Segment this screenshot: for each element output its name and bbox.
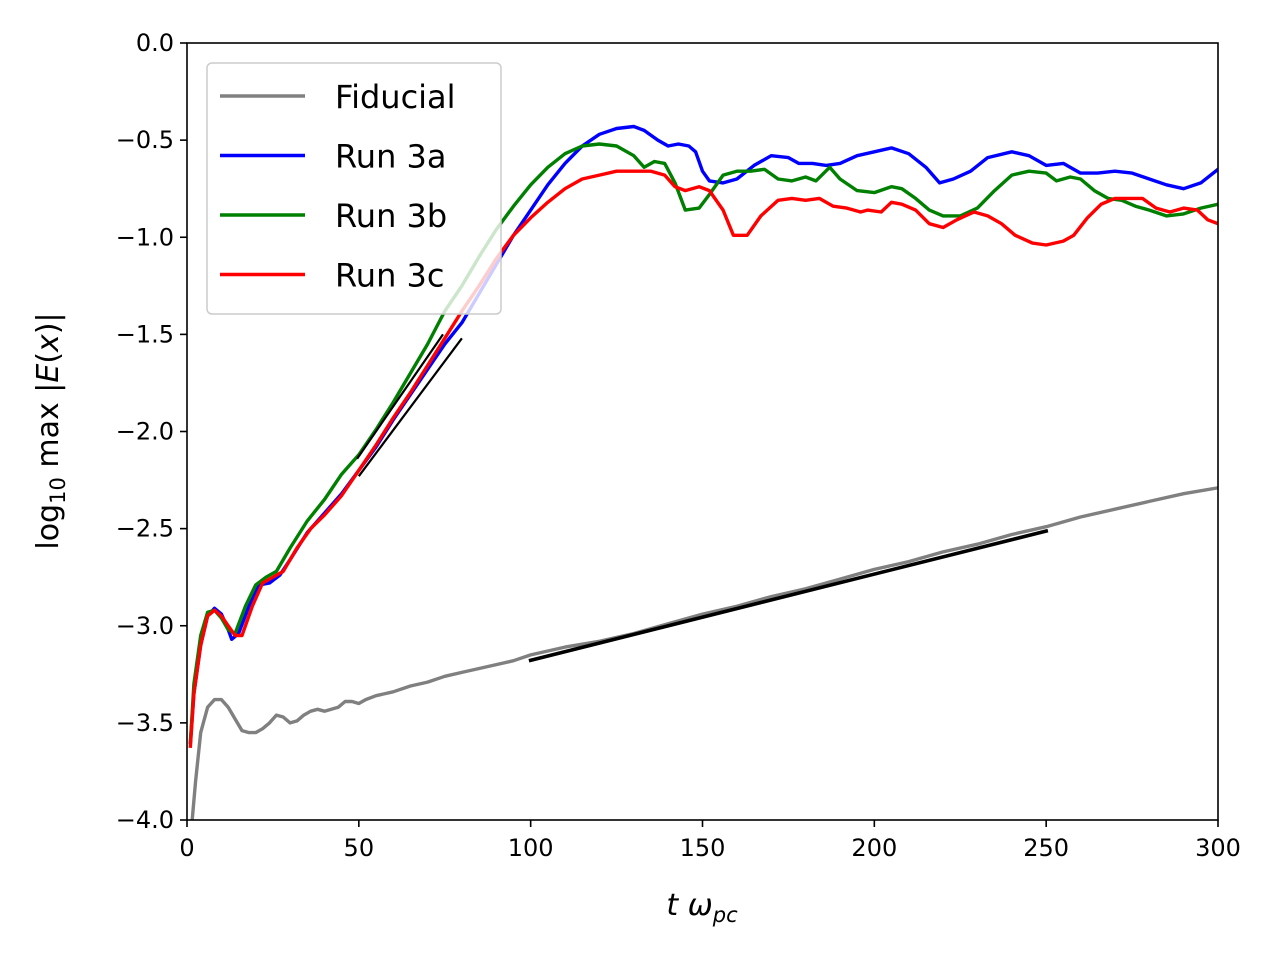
y-tick-label: 0.0 <box>136 29 174 57</box>
y-tick-label: −3.0 <box>116 612 174 640</box>
y-tick-label: −0.5 <box>116 126 174 154</box>
y-tick-label: −3.5 <box>116 709 174 737</box>
series-layer <box>188 124 1218 820</box>
x-tick-label: 300 <box>1195 834 1241 862</box>
x-tick-label: 100 <box>508 834 554 862</box>
y-tick-label: −2.5 <box>116 515 174 543</box>
legend-entry-label: Run 3b <box>335 197 447 235</box>
fit-layer <box>356 333 1049 663</box>
y-tick-label: −1.5 <box>116 320 174 348</box>
ticks-layer: 0 50 100 150 200 250 300 0.0 −0.5 −1.0 −1.5 −2.0 −2.… <box>116 29 1241 862</box>
legend-entry-label: Run 3a <box>335 138 447 176</box>
series-line-run-3c <box>188 169 1218 749</box>
legend-entry-label: Fiducial <box>335 78 456 116</box>
x-tick-label: 150 <box>680 834 726 862</box>
series-line-run-3b <box>188 142 1218 745</box>
y-tick-label: −4.0 <box>116 806 174 834</box>
y-tick-label: −2.0 <box>116 418 174 446</box>
x-tick-label: 250 <box>1023 834 1069 862</box>
x-axis-label: t ωpc <box>666 888 738 927</box>
fit-line-1 <box>356 333 444 460</box>
y-axis-label: log10 max |E(x)| <box>31 312 70 549</box>
series-line-fiducial <box>190 486 1218 820</box>
fit-line-2 <box>357 337 463 477</box>
x-tick-label: 50 <box>344 834 375 862</box>
legend-entry-label: Run 3c <box>335 257 444 295</box>
legend: Fiducial Run 3a Run 3b Run 3c <box>206 62 502 315</box>
fit-line-3 <box>528 528 1049 663</box>
x-tick-label: 0 <box>179 834 194 862</box>
legend-box <box>206 62 502 315</box>
y-tick-label: −1.0 <box>116 223 174 251</box>
x-tick-label: 200 <box>851 834 897 862</box>
